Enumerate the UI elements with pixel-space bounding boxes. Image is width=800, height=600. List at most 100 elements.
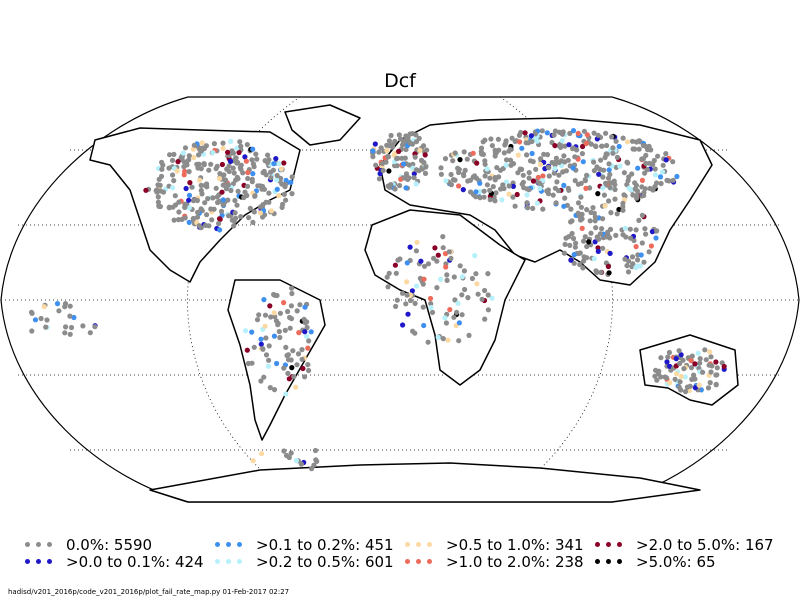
station-dot: [578, 180, 584, 186]
station-dot: [565, 185, 571, 191]
station-dot: [379, 160, 386, 167]
station-dot: [403, 185, 409, 191]
station-dot: [400, 161, 407, 167]
station-dot: [600, 174, 606, 180]
station-dot: [399, 290, 406, 296]
station-dot: [503, 157, 510, 163]
station-dot: [393, 303, 399, 309]
station-dot: [186, 192, 193, 198]
station-dot: [652, 172, 659, 178]
station-dot: [595, 248, 601, 254]
station-dot: [581, 238, 587, 244]
station-dot: [642, 170, 648, 176]
station-dot: [556, 172, 562, 178]
station-dot: [189, 184, 195, 190]
station-dot: [555, 188, 562, 194]
south-america: [227, 279, 326, 441]
station-dot: [530, 205, 536, 211]
station-dot: [404, 292, 410, 298]
station-dot: [705, 385, 712, 391]
station-dot: [198, 187, 204, 194]
station-dot: [190, 215, 197, 222]
station-dot: [448, 255, 454, 261]
station-dot: [558, 144, 564, 150]
station-dot: [652, 373, 658, 379]
station-dot: [196, 152, 202, 158]
station-dot: [677, 379, 683, 385]
station-dot: [610, 150, 616, 156]
station-dot: [667, 380, 673, 386]
station-dot: [674, 371, 680, 377]
station-dot: [228, 187, 234, 194]
station-dot: [584, 172, 590, 178]
station-dot: [234, 160, 240, 166]
station-dot: [245, 360, 251, 367]
station-dot: [230, 150, 236, 156]
station-dot: [482, 287, 488, 294]
station-dot: [703, 357, 709, 363]
station-dot: [71, 314, 77, 321]
station-dot: [473, 189, 479, 195]
station-dot: [271, 310, 277, 316]
legend-label: >1.0 to 2.0%: 238: [446, 553, 584, 571]
station-dot: [440, 336, 446, 342]
station-dot: [489, 143, 495, 149]
station-dot: [221, 172, 227, 178]
station-dot: [92, 324, 98, 330]
station-dot: [578, 204, 585, 210]
station-dot: [258, 341, 264, 347]
station-dot: [412, 330, 418, 336]
station-dot: [174, 168, 180, 174]
station-dot: [647, 160, 653, 166]
station-dot: [251, 344, 257, 350]
station-dot: [667, 363, 673, 369]
station-dot: [263, 352, 270, 358]
station-dot: [420, 281, 426, 287]
station-dot: [684, 384, 691, 390]
station-dot: [154, 187, 160, 193]
station-dot: [182, 145, 189, 151]
station-dot: [713, 359, 719, 365]
station-dot: [627, 226, 633, 232]
station-dot: [666, 178, 672, 184]
station-dot: [512, 203, 518, 209]
station-dot: [620, 135, 626, 141]
station-dot: [490, 184, 496, 190]
station-dot: [62, 330, 68, 336]
station-dot: [500, 182, 506, 188]
station-dot: [282, 181, 289, 188]
station-dot: [552, 166, 558, 172]
station-dot: [455, 165, 461, 171]
station-dot: [503, 138, 509, 144]
station-dot: [217, 171, 223, 177]
station-dot: [274, 172, 280, 179]
station-dot: [658, 355, 664, 361]
station-dot: [473, 194, 479, 200]
station-dot: [216, 216, 223, 222]
station-dot: [445, 337, 451, 343]
station-dot: [568, 206, 574, 212]
station-dot: [181, 164, 187, 170]
station-dot: [459, 274, 465, 280]
station-dot: [570, 165, 576, 171]
station-dot: [219, 189, 225, 195]
station-dot: [713, 372, 719, 378]
station-dot: [677, 360, 683, 367]
station-dot: [459, 292, 465, 298]
station-dot: [622, 256, 628, 262]
station-dot: [237, 139, 243, 145]
legend-item: >0.0 to 0.1%: 424: [24, 553, 204, 571]
station-dot: [692, 385, 698, 391]
station-dot: [213, 185, 219, 191]
station-dot: [570, 128, 577, 134]
station-dot: [592, 218, 598, 224]
station-dot: [528, 133, 535, 139]
coastlines: [89, 104, 739, 503]
station-dot: [155, 182, 161, 188]
station-dot: [546, 173, 552, 179]
station-dot: [186, 169, 192, 175]
station-dot: [313, 457, 319, 463]
station-dot: [413, 132, 419, 138]
station-dot: [536, 180, 543, 186]
station-dot: [658, 180, 664, 187]
